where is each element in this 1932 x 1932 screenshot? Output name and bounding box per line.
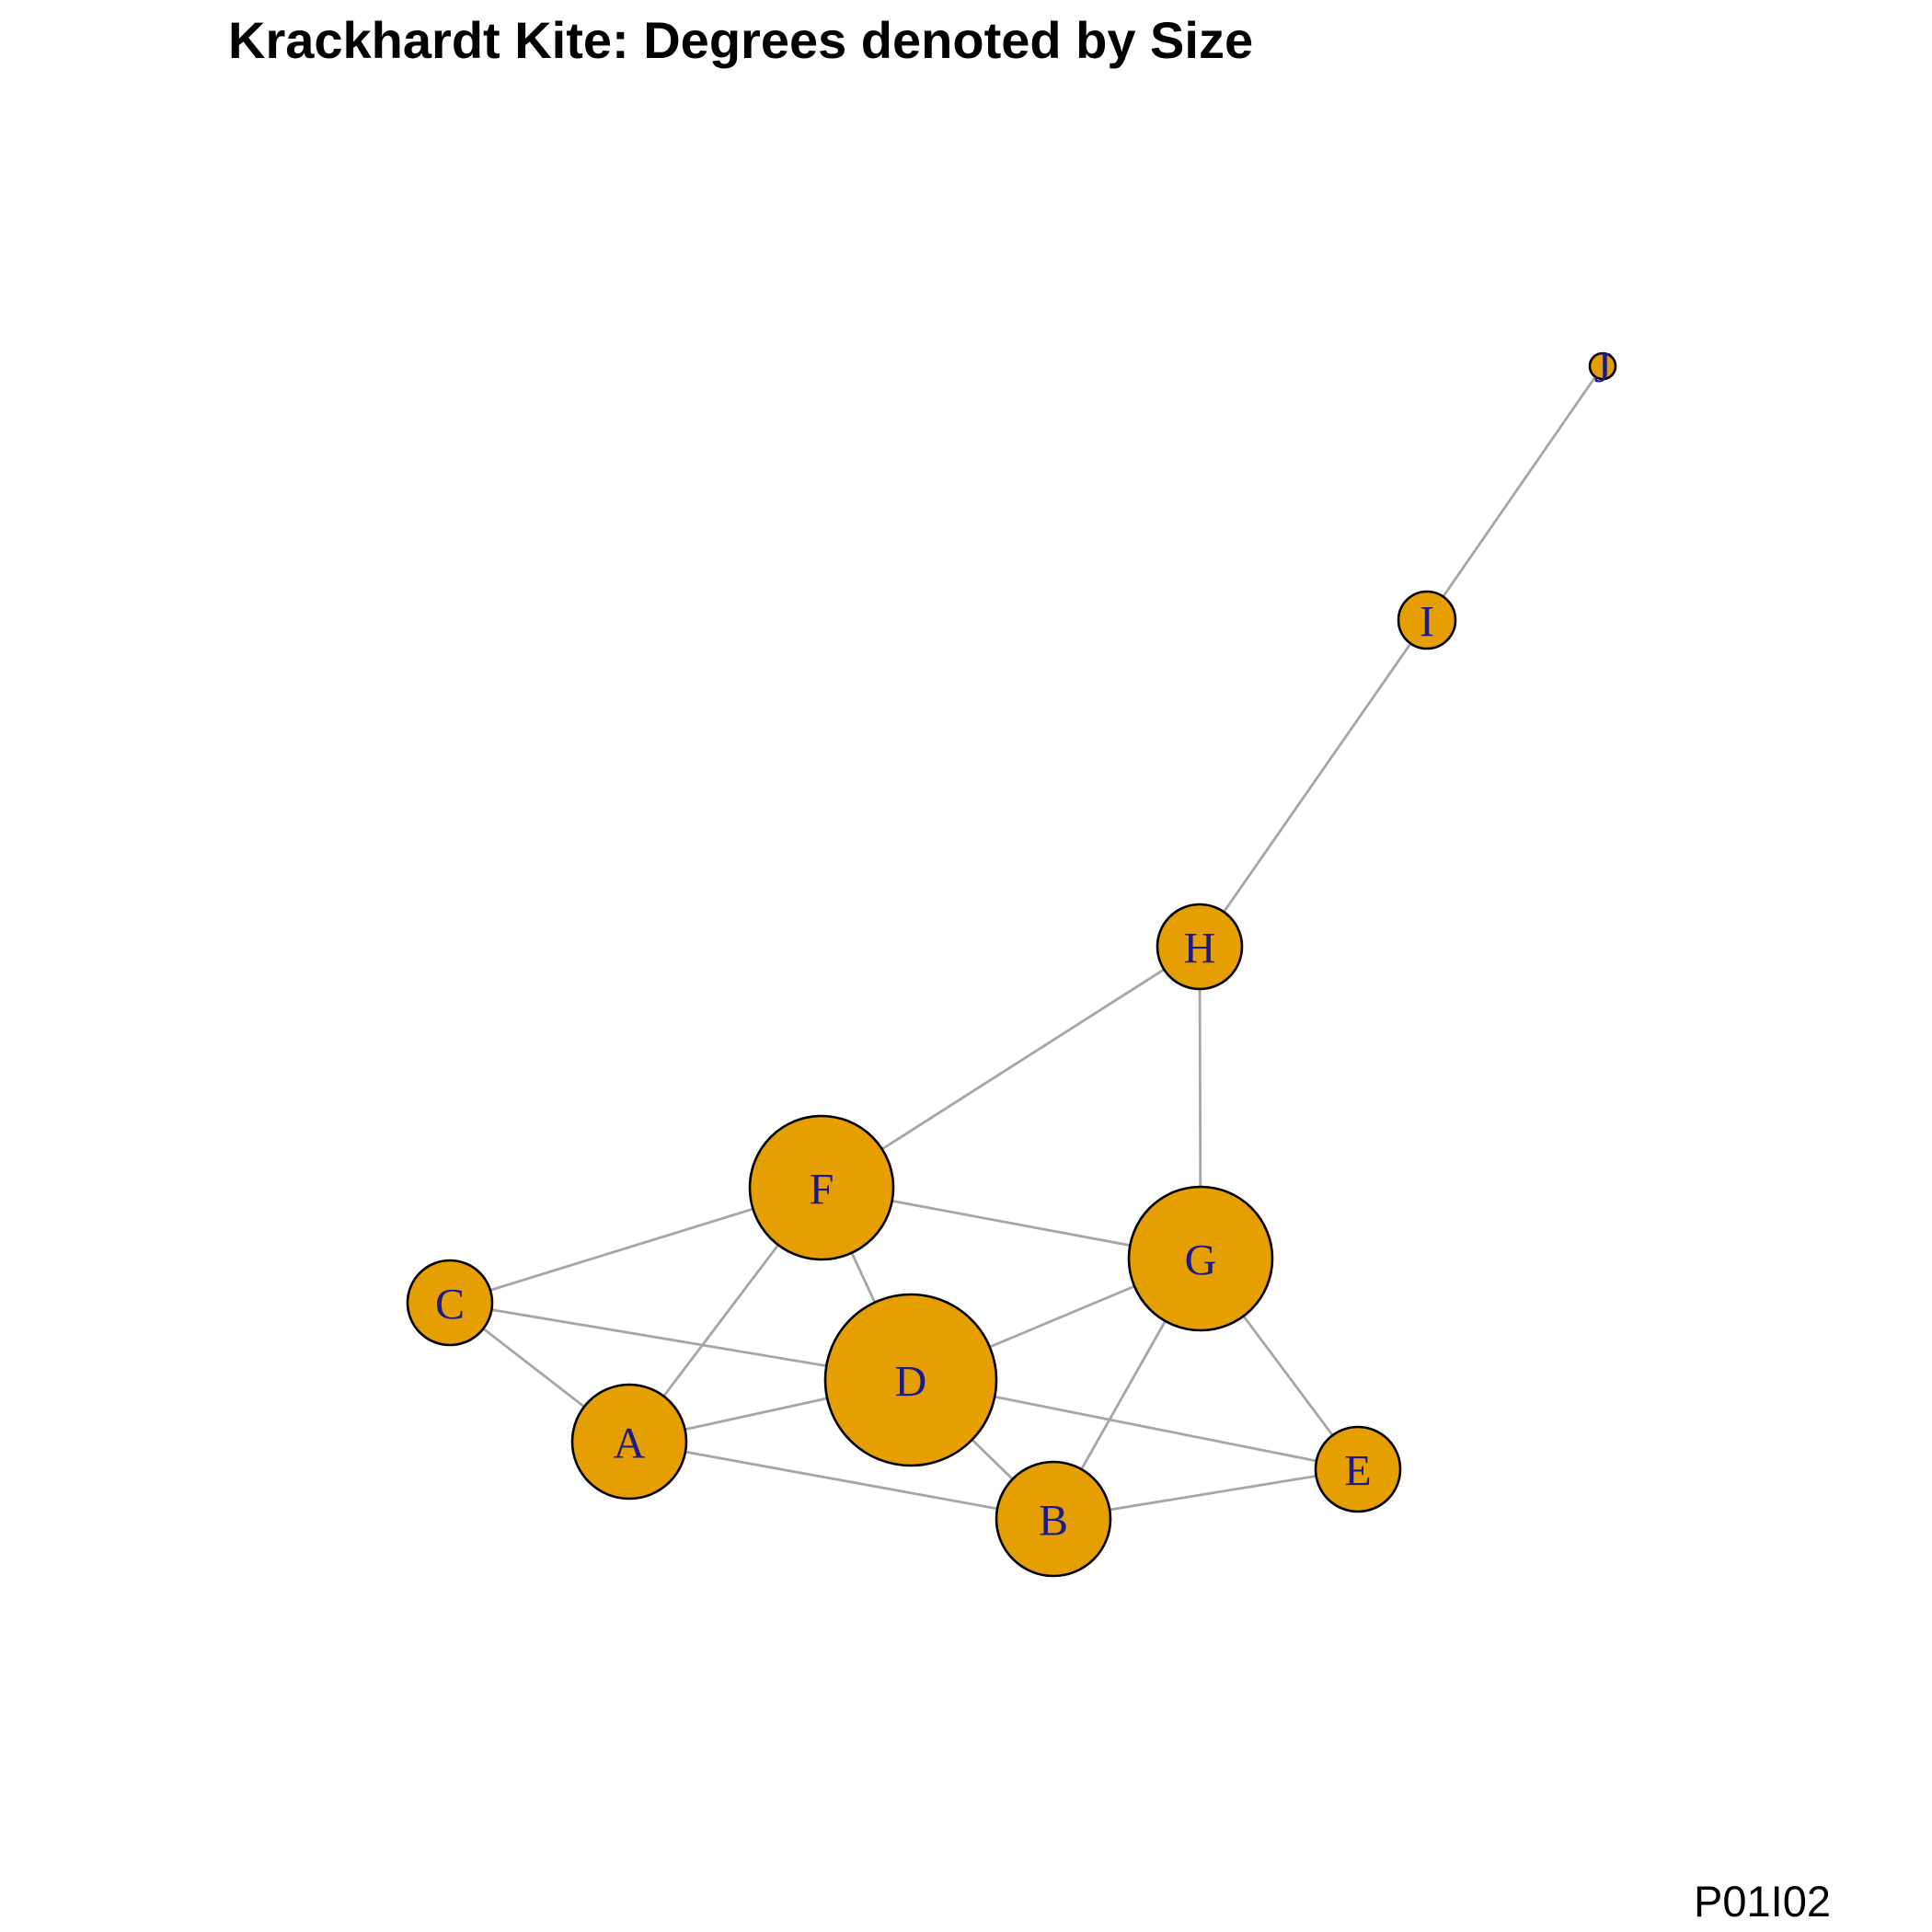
node-a: A: [570, 1383, 688, 1501]
node-circle-i: [1397, 590, 1457, 650]
node-label-h: H: [1184, 925, 1216, 973]
node-c: C: [406, 1259, 494, 1347]
node-label-e: E: [1344, 1447, 1371, 1496]
edge-a-b: [628, 1440, 1054, 1521]
edges-layer: [449, 365, 1604, 1521]
edge-h-i: [1198, 619, 1429, 948]
node-label-b: B: [1039, 1497, 1068, 1546]
node-label-f: F: [810, 1166, 834, 1214]
node-label-c: C: [435, 1281, 465, 1329]
node-d: D: [823, 1293, 998, 1467]
edge-i-j: [1425, 365, 1604, 621]
node-j: J: [1588, 344, 1617, 393]
node-i: I: [1397, 590, 1457, 650]
node-circle-g: [1127, 1185, 1274, 1332]
node-circle-h: [1156, 903, 1244, 991]
node-f: F: [748, 1114, 895, 1261]
node-circle-a: [570, 1383, 688, 1501]
node-circle-c: [406, 1259, 494, 1347]
node-circle-e: [1314, 1425, 1402, 1513]
node-circle-j: [1588, 351, 1617, 381]
node-label-i: I: [1420, 598, 1434, 647]
node-circle-d: [823, 1293, 998, 1467]
node-h: H: [1156, 903, 1244, 991]
footer-code: P01I02: [1694, 1877, 1831, 1926]
node-b: B: [995, 1460, 1112, 1578]
node-label-j: J: [1594, 344, 1612, 393]
chart-title: Krackhardt Kite: Degrees denoted by Size: [228, 11, 1254, 69]
node-circle-f: [748, 1114, 895, 1261]
node-label-d: D: [895, 1358, 927, 1407]
node-label-a: A: [614, 1420, 646, 1468]
node-g: G: [1127, 1185, 1274, 1332]
edge-f-h: [821, 945, 1201, 1190]
node-label-g: G: [1185, 1236, 1217, 1285]
node-circle-b: [995, 1460, 1112, 1578]
node-e: E: [1314, 1425, 1402, 1513]
nodes-layer: A B C D E F G H I J: [406, 344, 1617, 1578]
